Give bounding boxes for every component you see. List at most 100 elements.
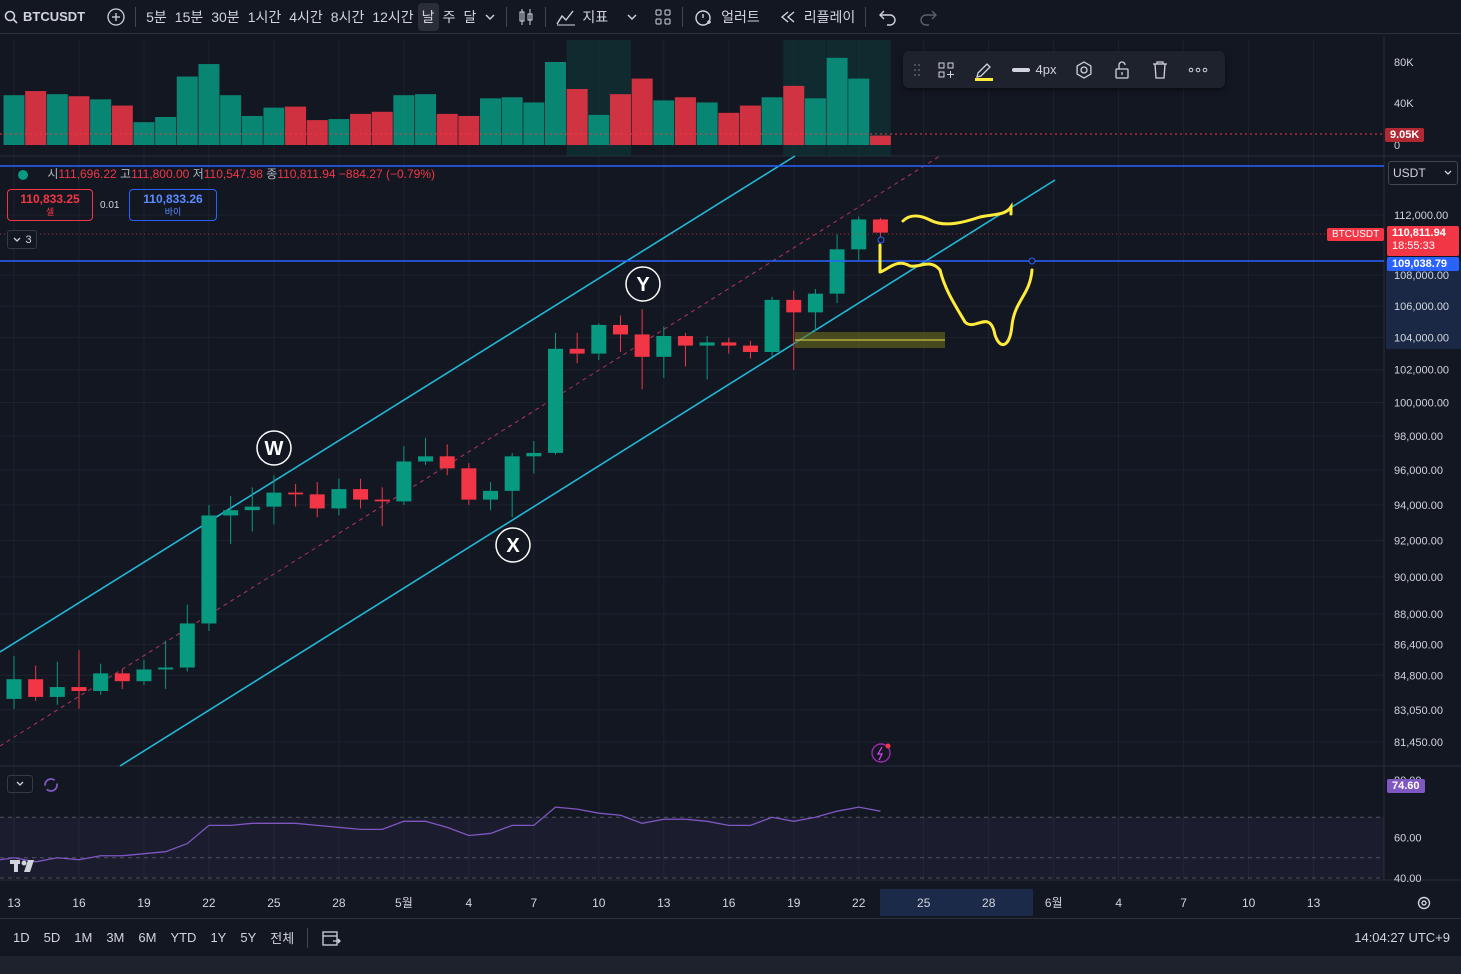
- interval-9[interactable]: 달: [463, 8, 477, 25]
- rsi-band: [0, 817, 1384, 878]
- line-width-button[interactable]: 4px: [1005, 55, 1063, 85]
- chart-type-button[interactable]: [513, 0, 539, 34]
- chevron-down-icon: [1444, 170, 1452, 175]
- symbol-search[interactable]: BTCUSDT: [0, 0, 89, 34]
- price-axis[interactable]: 112,000.00 108,000.00 106,000.00 104,000.00…: [1386, 57, 1461, 885]
- event-icon[interactable]: [871, 743, 891, 763]
- range-8[interactable]: 전체: [270, 931, 295, 946]
- candle: [331, 478, 347, 516]
- candle-body: [742, 345, 758, 352]
- trend-channel[interactable]: [0, 155, 1056, 767]
- settings-button[interactable]: [1067, 55, 1101, 85]
- last-price-tag: 110,811.94 18:55:33: [1387, 226, 1459, 256]
- wave-label-w[interactable]: W: [256, 430, 292, 466]
- divider: [135, 6, 137, 27]
- goto-date-button[interactable]: [314, 919, 348, 957]
- interval-7[interactable]: 날: [417, 2, 439, 31]
- candle-body: [201, 515, 217, 624]
- drag-handle[interactable]: [909, 55, 925, 85]
- range-1[interactable]: 5D: [43, 930, 61, 945]
- delete-button[interactable]: [1143, 55, 1177, 85]
- freehand-upper[interactable]: [901, 202, 1013, 226]
- compare-add-button[interactable]: [103, 0, 129, 34]
- candle-body: [461, 468, 477, 500]
- volume-bar: [46, 94, 68, 145]
- wave-label-circle: [495, 527, 531, 563]
- volume-axis-label: 0: [1394, 140, 1400, 152]
- top-toolbar: BTCUSDT 5분 15분 30분 1시간 4시간 8시간 12시간 날 주 달 지표 얼러트 …: [0, 0, 1461, 34]
- candle: [374, 487, 390, 527]
- freehand-lower[interactable]: [878, 243, 1034, 346]
- range-0[interactable]: 1D: [13, 930, 30, 945]
- line-handle[interactable]: [1028, 257, 1036, 265]
- replay-button[interactable]: 리플레이: [776, 0, 860, 34]
- templates-button[interactable]: [929, 55, 963, 85]
- buy-button[interactable]: 110,833.26 바이: [129, 189, 217, 221]
- line-color-button[interactable]: [967, 55, 1001, 85]
- rsi-settings-button[interactable]: [43, 777, 59, 798]
- symbol-name: BTCUSDT: [23, 9, 86, 24]
- channel-upper-line[interactable]: [0, 155, 796, 653]
- time-label: 22: [852, 896, 866, 910]
- templates-button[interactable]: [650, 0, 676, 34]
- price-label: 81,450.00: [1394, 737, 1443, 749]
- volume-bar: [783, 85, 805, 145]
- interval-4[interactable]: 4시간: [289, 8, 323, 25]
- interval-3[interactable]: 1시간: [247, 8, 282, 25]
- wave-label-x[interactable]: X: [495, 527, 531, 563]
- price-chart[interactable]: W X Y 112,000.00 108,000.00 106,000.00 104,00…: [0, 36, 1461, 916]
- channel-mid-line[interactable]: [0, 155, 941, 747]
- interval-2[interactable]: 30분: [211, 8, 240, 25]
- candle: [266, 475, 282, 525]
- price-label: 112,000.00: [1394, 210, 1448, 222]
- buy-price: 110,833.26: [143, 192, 203, 206]
- range-3[interactable]: 3M: [106, 930, 125, 945]
- lock-button[interactable]: [1105, 55, 1139, 85]
- rsi-collapse-button[interactable]: [7, 775, 33, 793]
- sell-button[interactable]: 110,833.25 셀: [7, 189, 93, 221]
- interval-1[interactable]: 15분: [174, 8, 204, 25]
- drawing-handle[interactable]: [877, 236, 885, 244]
- timezone-clock[interactable]: 14:04:27 UTC+9: [1354, 930, 1450, 945]
- time-label: 4: [466, 896, 473, 910]
- candle-body: [114, 673, 130, 682]
- wave-label-y[interactable]: Y: [625, 266, 661, 302]
- candle-body: [158, 667, 174, 670]
- pencil-icon: [975, 62, 993, 81]
- indicators-button[interactable]: 지표: [552, 0, 612, 34]
- channel-lower-line[interactable]: [119, 179, 1056, 767]
- range-7[interactable]: 5Y: [240, 930, 257, 945]
- indicators-dropdown[interactable]: [622, 0, 642, 34]
- range-6[interactable]: 1Y: [210, 930, 227, 945]
- time-axis-settings[interactable]: [1416, 895, 1432, 916]
- range-2[interactable]: 1M: [74, 930, 93, 945]
- range-5[interactable]: YTD: [170, 930, 197, 945]
- range-4[interactable]: 6M: [138, 930, 157, 945]
- undo-button[interactable]: [872, 0, 902, 34]
- time-label: 25: [917, 896, 931, 910]
- interval-dropdown[interactable]: [480, 0, 500, 34]
- interval-0[interactable]: 5분: [146, 8, 167, 25]
- spread-value: 0.01: [100, 200, 120, 211]
- candle-body: [851, 219, 867, 250]
- more-button[interactable]: [1181, 55, 1215, 85]
- candle: [851, 216, 867, 260]
- interval-6[interactable]: 12시간: [372, 8, 414, 25]
- volume-bar: [176, 76, 198, 145]
- volume-bar: [436, 113, 458, 145]
- bottom-toolbar: 1D 5D 1M 3M 6M YTD 1Y 5Y 전체 14:04:27 UTC+9: [0, 918, 1461, 956]
- time-label: 13: [1307, 896, 1321, 910]
- drawings[interactable]: W X Y: [0, 165, 1384, 763]
- interval-5[interactable]: 8시간: [330, 8, 365, 25]
- interval-8[interactable]: 주: [442, 8, 456, 25]
- volume-bar: [631, 78, 653, 145]
- redo-button[interactable]: [914, 0, 944, 34]
- alert-button[interactable]: 얼러트: [689, 0, 764, 34]
- time-axis[interactable]: 13 16 19 22 25 28 5월 4 7 10 13 16 19 22 25 28 6월 4 7 10 13: [7, 889, 1321, 916]
- time-label: 7: [1180, 896, 1187, 910]
- currency-selector[interactable]: USDT: [1388, 161, 1458, 185]
- candle-body: [49, 687, 65, 697]
- time-label: 19: [787, 896, 801, 910]
- indicators-collapse-button[interactable]: 3: [7, 230, 37, 249]
- candle: [49, 661, 65, 705]
